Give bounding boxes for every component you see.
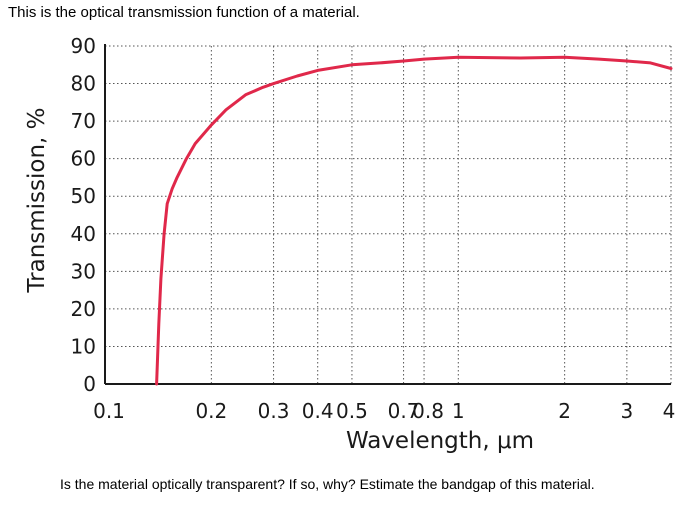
x-tick-label: 0.5 xyxy=(336,399,368,423)
x-tick-label: 0.2 xyxy=(195,399,227,423)
intro-text: This is the optical transmission functio… xyxy=(8,4,360,21)
transmission-series-line xyxy=(155,55,673,386)
y-tick-label: 50 xyxy=(71,184,96,208)
x-tick-label: 0.7 xyxy=(388,399,420,423)
series-layer xyxy=(155,55,673,386)
y-tick-label: 30 xyxy=(71,259,96,283)
x-tick-label: 0.4 xyxy=(302,399,334,423)
y-tick-label: 0 xyxy=(83,372,96,396)
y-tick-label: 80 xyxy=(71,72,96,96)
transmission-chart: 0 10 20 30 40 50 60 70 80 90 0.1 0.2 0.3 0.4 0.5 0.70.8… xyxy=(24,34,676,454)
x-tick-label: 4 xyxy=(663,399,676,423)
grid xyxy=(105,45,672,384)
x-tick-label: 1 xyxy=(452,399,465,423)
axes xyxy=(104,44,671,385)
y-tick-label: 10 xyxy=(71,334,96,358)
y-tick-label: 40 xyxy=(71,222,96,246)
question-text: Is the material optically transparent? I… xyxy=(60,476,595,492)
tick-labels: 0 10 20 30 40 50 60 70 80 90 0.1 0.2 0.3 0.4 0.5 0.70.8… xyxy=(71,34,676,423)
x-tick-label: 0.8 xyxy=(412,399,444,423)
y-tick-label: 70 xyxy=(71,109,96,133)
y-axis-title: Transmission, % xyxy=(24,107,50,293)
x-tick-label: 3 xyxy=(620,399,633,423)
x-tick-label: 2 xyxy=(558,399,571,423)
y-tick-label: 60 xyxy=(71,147,96,171)
x-tick-label: 0.1 xyxy=(93,399,125,423)
y-tick-label: 20 xyxy=(71,297,96,321)
y-tick-label: 90 xyxy=(71,34,96,58)
x-axis-title: Wavelength, μm xyxy=(346,428,534,454)
x-tick-label: 0.3 xyxy=(258,399,290,423)
